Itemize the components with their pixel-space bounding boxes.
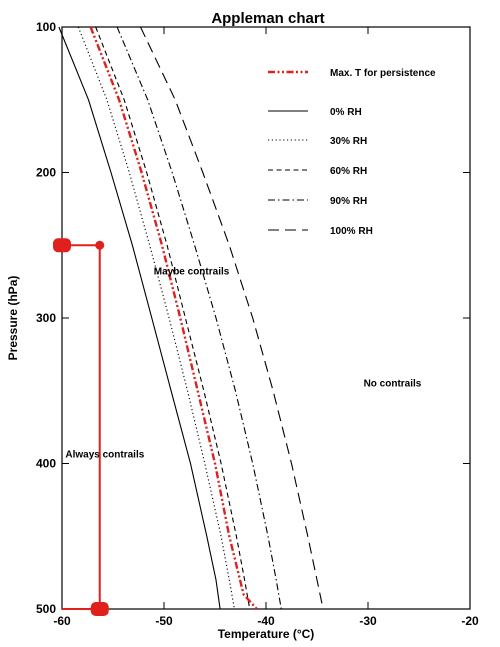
legend-label: Max. T for persistence [330, 68, 436, 79]
legend-label: 90% RH [330, 196, 367, 207]
x-axis-label: Temperature (°C) [218, 627, 315, 641]
axis-ticks: -60 -50 -40 -30 -20 100 200 300 400 500 [36, 20, 479, 628]
x-tick-label: -60 [53, 614, 71, 628]
annotations: Maybe contrails No contrails Always contra… [65, 266, 421, 460]
chart-title: Appleman chart [211, 10, 324, 27]
x-tick-label: -50 [155, 614, 173, 628]
bracket-top-right-marker [95, 240, 105, 250]
annotation-maybe-contrails: Maybe contrails [154, 266, 230, 277]
series-lines [58, 26, 324, 610]
series-line-100-rh [140, 26, 324, 610]
legend-label: 0% RH [330, 107, 362, 118]
y-tick-label: 100 [36, 20, 56, 34]
y-tick-label: 300 [36, 311, 56, 325]
legend-label: 60% RH [330, 166, 367, 177]
series-line-90-rh [116, 26, 282, 610]
legend-label: 30% RH [330, 136, 367, 147]
x-tick-label: -40 [257, 614, 275, 628]
annotation-no-contrails: No contrails [364, 378, 422, 389]
y-axis-label: Pressure (hPa) [6, 276, 20, 361]
legend: Max. T for persistence 0% RH 30% RH 60% RH 9… [268, 68, 436, 237]
series-line-60-rh [95, 26, 251, 610]
y-tick-label: 500 [36, 602, 56, 616]
series-line-max-t-for-persistence [89, 26, 258, 610]
bracket-bottom-marker [90, 602, 109, 616]
y-tick-label: 200 [36, 166, 56, 180]
bracket-top-left-marker [53, 238, 71, 253]
series-line-0-rh [58, 26, 221, 610]
series-line-30-rh [77, 26, 235, 610]
y-tick-label: 400 [36, 457, 56, 471]
annotation-always-contrails: Always contrails [65, 450, 144, 461]
x-tick-label: -30 [359, 614, 377, 628]
legend-label: 100% RH [330, 226, 373, 237]
persistence-bracket [53, 238, 109, 616]
x-tick-label: -20 [461, 614, 479, 628]
